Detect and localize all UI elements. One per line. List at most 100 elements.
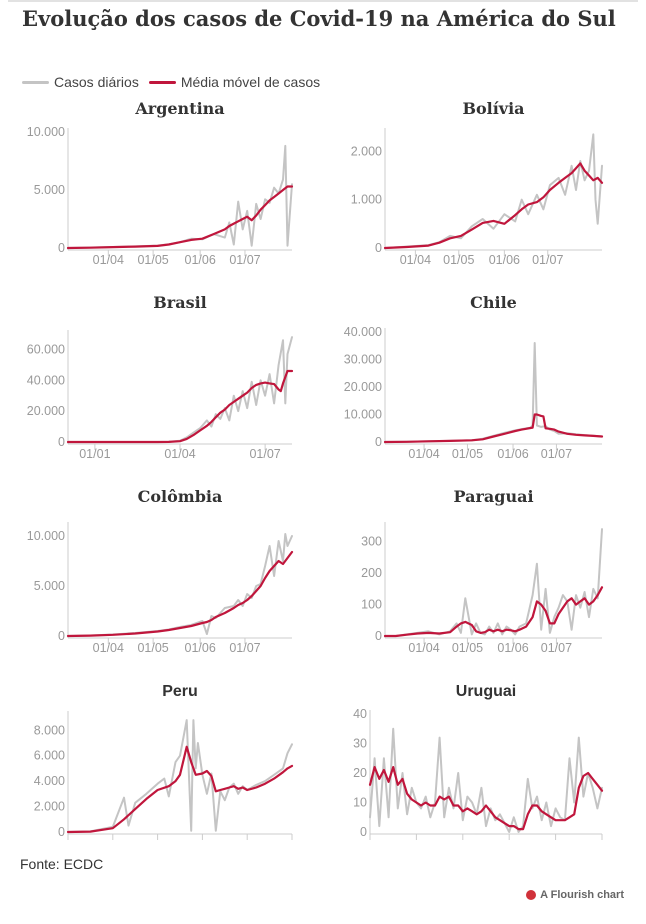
y-tick-label: 10.000 xyxy=(27,529,65,543)
flourish-credit-label: A Flourish chart xyxy=(540,889,624,901)
chart-panel-peru[interactable]: Peru 0 2.000 4.000 6.000 8.000 xyxy=(10,682,310,852)
y-tick-label: 10.000 xyxy=(27,125,65,139)
x-tick-label: 01/04 xyxy=(164,447,195,461)
legend-label-average: Média móvel de casos xyxy=(180,74,321,90)
x-tick-label: 01/05 xyxy=(443,253,474,267)
panel-title-peru: Peru xyxy=(162,683,198,700)
y-tick-label: 2.000 xyxy=(351,144,382,158)
y-tick-label: 40 xyxy=(353,707,367,721)
x-tick-label: 01/06 xyxy=(497,447,528,461)
daily-cases-line[interactable] xyxy=(67,336,293,443)
y-tick-label: 20.000 xyxy=(344,380,382,394)
panel-title-paraguai: Paraguai xyxy=(453,487,533,506)
x-tick-label: 01/05 xyxy=(137,641,168,655)
y-tick-label: 30 xyxy=(353,737,367,751)
daily-cases-line[interactable] xyxy=(384,342,603,443)
legend-swatch-daily xyxy=(22,80,49,84)
x-tick-label: 01/07 xyxy=(532,253,563,267)
moving-average-line[interactable] xyxy=(368,765,604,831)
y-tick-label: 200 xyxy=(361,566,382,580)
x-tick-label: 01/06 xyxy=(489,253,520,267)
source-note: Fonte: ECDC xyxy=(20,856,104,872)
y-tick-label: 0 xyxy=(360,825,367,839)
moving-average-line[interactable] xyxy=(383,586,604,638)
y-tick-label: 40.000 xyxy=(27,373,65,387)
y-tick-label: 0 xyxy=(58,825,65,839)
moving-average-line[interactable] xyxy=(66,185,294,250)
y-tick-label: 8.000 xyxy=(34,723,65,737)
flourish-logo-icon xyxy=(526,890,537,900)
x-tick-label: 01/04 xyxy=(93,253,124,267)
daily-cases-line[interactable] xyxy=(369,727,603,833)
x-tick-label: 01/01 xyxy=(79,447,110,461)
x-tick-label: 01/06 xyxy=(185,253,216,267)
chart-panel-brasil[interactable]: Brasil 0 20.000 40.000 60.000 01/01 01/04 01/07 xyxy=(10,293,310,474)
y-tick-label: 0 xyxy=(375,629,382,643)
y-tick-label: 0 xyxy=(375,435,382,449)
x-tick-label: 01/04 xyxy=(408,641,439,655)
x-tick-label: 01/06 xyxy=(497,641,528,655)
y-tick-label: 0 xyxy=(58,629,65,643)
daily-cases-line[interactable] xyxy=(384,528,603,637)
x-tick-label: 01/05 xyxy=(137,253,168,267)
daily-cases-line[interactable] xyxy=(384,133,603,249)
panel-title-colombia: Colômbia xyxy=(138,487,223,506)
x-tick-label: 01/07 xyxy=(249,447,280,461)
y-tick-label: 10.000 xyxy=(344,408,382,422)
y-tick-label: 30.000 xyxy=(344,353,382,367)
chart-panel-bolivia[interactable]: Bolívia 0 1.000 2.000 01/04 01/05 01/06 01/07 xyxy=(330,99,630,280)
y-tick-label: 0 xyxy=(58,435,65,449)
panel-title-uruguai: Uruguai xyxy=(456,683,516,700)
x-tick-label: 01/04 xyxy=(408,447,439,461)
x-tick-label: 01/07 xyxy=(229,253,260,267)
y-tick-label: 20 xyxy=(353,766,367,780)
chart-panel-chile[interactable]: Chile 0 10.000 20.000 30.000 40.000 01/04 01/05… xyxy=(330,293,630,474)
page-title: Evolução dos casos de Covid-19 na Améric… xyxy=(22,6,616,31)
moving-average-line[interactable] xyxy=(66,745,294,834)
flourish-credit[interactable]: A Flourish chart xyxy=(526,889,624,901)
panel-title-chile: Chile xyxy=(470,293,517,312)
x-tick-label: 01/05 xyxy=(452,641,483,655)
legend: Casos diários Média móvel de casos xyxy=(22,73,330,91)
legend-item-daily[interactable]: Casos diários xyxy=(22,74,139,90)
y-tick-label: 6.000 xyxy=(34,749,65,763)
y-tick-label: 2.000 xyxy=(34,800,65,814)
y-tick-label: 100 xyxy=(361,598,382,612)
panel-title-argentina: Argentina xyxy=(134,99,224,118)
x-tick-label: 01/05 xyxy=(452,447,483,461)
legend-item-average[interactable]: Média móvel de casos xyxy=(148,74,321,90)
y-tick-label: 1.000 xyxy=(351,193,382,207)
moving-average-line[interactable] xyxy=(383,162,604,250)
moving-average-line[interactable] xyxy=(66,369,294,444)
moving-average-line[interactable] xyxy=(383,413,604,444)
chart-panel-argentina[interactable]: Argentina 0 5.000 10.000 01/04 01/05 01/06 01/0… xyxy=(10,99,310,280)
y-tick-label: 4.000 xyxy=(34,774,65,788)
panel-title-brasil: Brasil xyxy=(153,293,206,312)
y-tick-label: 0 xyxy=(375,241,382,255)
chart-panel-uruguai[interactable]: Uruguai 0 10 20 30 40 xyxy=(330,682,630,852)
chart-panel-paraguai[interactable]: Paraguai 0 100 200 300 01/04 01/05 01/06 01/07 xyxy=(330,487,630,668)
daily-cases-line[interactable] xyxy=(67,144,293,249)
x-tick-label: 01/04 xyxy=(400,253,431,267)
y-tick-label: 0 xyxy=(58,241,65,255)
y-tick-label: 5.000 xyxy=(34,183,65,197)
chart-panel-colombia[interactable]: Colômbia 0 5.000 10.000 01/04 01/05 01/06 01/07 xyxy=(10,487,310,668)
daily-cases-line[interactable] xyxy=(67,719,293,833)
daily-cases-line[interactable] xyxy=(67,533,293,637)
x-tick-label: 01/04 xyxy=(93,641,124,655)
x-tick-label: 01/07 xyxy=(541,447,572,461)
panel-title-bolivia: Bolívia xyxy=(462,99,524,118)
y-tick-label: 20.000 xyxy=(27,404,65,418)
y-tick-label: 10 xyxy=(353,796,367,810)
legend-swatch-average xyxy=(148,80,176,84)
y-tick-label: 5.000 xyxy=(34,579,65,593)
y-tick-label: 40.000 xyxy=(344,325,382,339)
x-tick-label: 01/07 xyxy=(229,641,260,655)
y-tick-label: 300 xyxy=(361,535,382,549)
x-tick-label: 01/07 xyxy=(541,641,572,655)
moving-average-line[interactable] xyxy=(66,550,294,638)
x-tick-label: 01/06 xyxy=(185,641,216,655)
legend-label-daily: Casos diários xyxy=(54,74,139,90)
top-rule xyxy=(8,0,638,2)
y-tick-label: 60.000 xyxy=(27,342,65,356)
